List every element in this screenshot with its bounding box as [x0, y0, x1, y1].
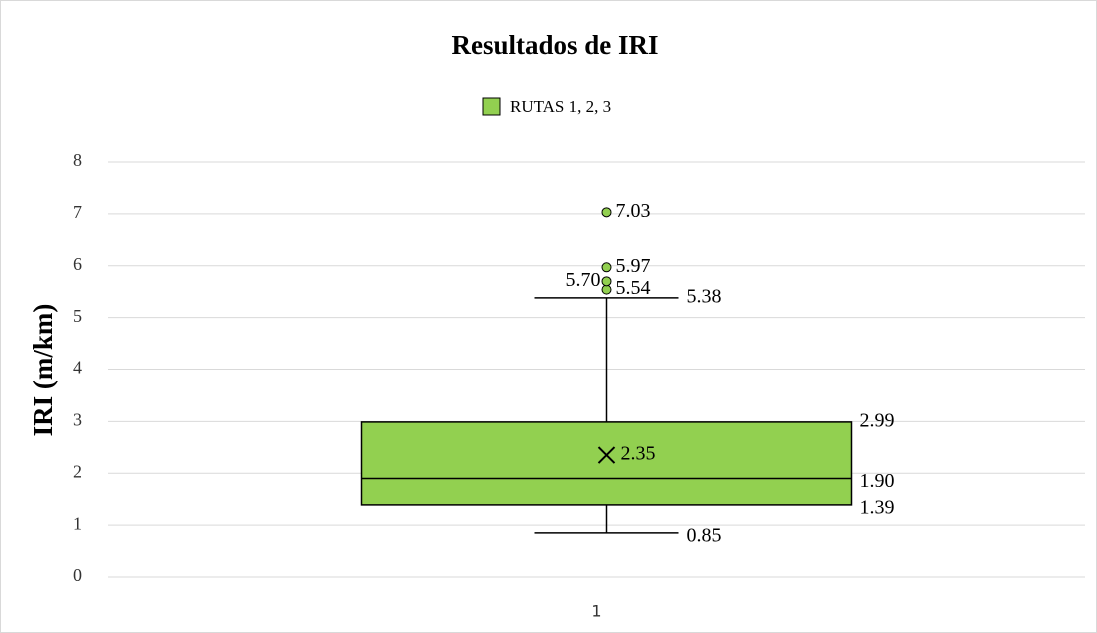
- data-label: 2.35: [621, 443, 656, 465]
- y-tick-label: 0: [73, 565, 82, 585]
- outlier: [601, 207, 612, 218]
- data-label: 5.97: [616, 255, 651, 277]
- y-axis-label: IRI (m/km): [28, 304, 58, 437]
- x-tick-label: 1: [591, 602, 601, 621]
- data-label: 0.85: [687, 525, 722, 547]
- y-tick-label: 4: [73, 358, 82, 378]
- y-tick-label: 6: [73, 254, 82, 274]
- outlier: [601, 262, 612, 273]
- data-label: 1.39: [860, 496, 895, 518]
- mean-marker: [597, 446, 616, 464]
- data-label: 5.38: [687, 286, 722, 308]
- legend-swatch: [482, 97, 501, 116]
- y-tick-label: 3: [73, 410, 82, 430]
- outlier: [601, 284, 612, 295]
- y-tick-label: 5: [73, 306, 82, 326]
- legend-label: RUTAS 1, 2, 3: [510, 97, 611, 116]
- y-tick-label: 7: [73, 202, 82, 222]
- data-label: 7.03: [616, 200, 651, 222]
- data-label: 2.99: [860, 409, 895, 431]
- outlier: [601, 276, 612, 287]
- y-tick-label: 2: [73, 461, 82, 481]
- data-label: 5.70: [566, 269, 601, 291]
- y-tick-label: 8: [73, 150, 82, 170]
- y-tick-label: 1: [73, 513, 82, 533]
- data-label: 1.90: [860, 470, 895, 492]
- data-label: 5.54: [616, 277, 651, 299]
- box: [360, 421, 853, 506]
- chart-title: Resultados de IRI: [451, 30, 658, 60]
